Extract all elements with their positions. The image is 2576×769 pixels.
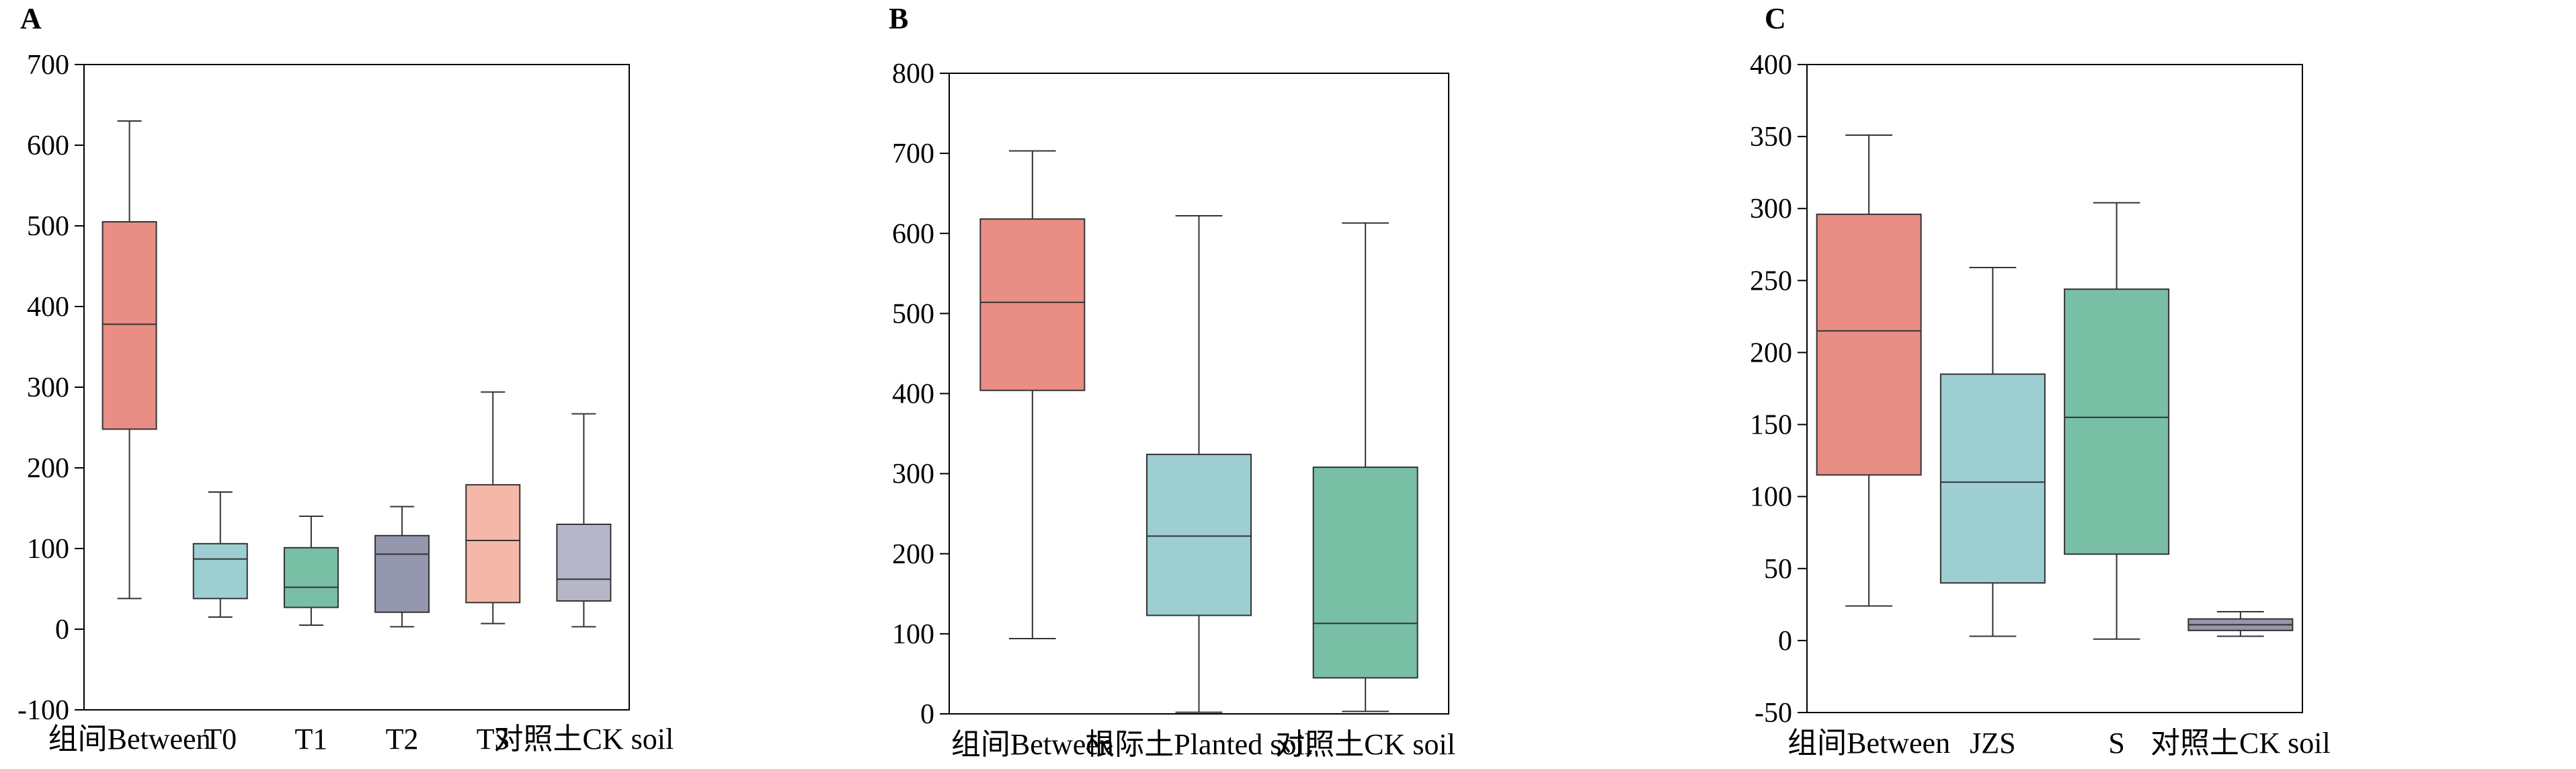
x-category-label: 组间Between	[48, 723, 211, 756]
panel-letter: B	[889, 2, 908, 35]
y-tick-label: 0	[1778, 626, 1792, 657]
x-category-label: JZS	[1970, 727, 2015, 760]
x-category-label: 对照土CK soil	[494, 723, 674, 756]
box-2	[192, 491, 248, 618]
y-tick-label: 0	[55, 614, 69, 645]
panel-b: B 0 100 200 300 400 500 600 700 800 组间Between根际土Pl…	[889, 2, 1455, 761]
y-tick-label: -50	[1755, 698, 1792, 729]
y-tick-label: 200	[27, 453, 69, 484]
box-1	[102, 120, 157, 600]
y-tick-label: 0	[920, 699, 934, 730]
box-6	[556, 413, 612, 628]
panel-letter: C	[1765, 2, 1786, 35]
iqr-box	[1312, 467, 1418, 679]
y-tick-label: 50	[1764, 554, 1792, 585]
y-tick-label: 200	[1750, 337, 1792, 368]
box-1	[979, 150, 1086, 640]
iqr-box	[556, 524, 612, 602]
plot-frame	[1806, 64, 2303, 713]
box-2	[1146, 215, 1252, 713]
box-1	[1816, 134, 1922, 607]
x-category-label: 对照土CK soil	[2150, 727, 2331, 760]
y-tick-label: 700	[892, 138, 934, 169]
box-3	[2064, 202, 2170, 640]
y-tick-label: 500	[27, 211, 69, 242]
x-category-label: 对照土CK soil	[1275, 728, 1455, 761]
iqr-box	[283, 547, 339, 608]
y-tick-label: 250	[1750, 266, 1792, 296]
y-tick-label: 200	[892, 539, 934, 570]
iqr-box	[102, 221, 157, 430]
box-4	[374, 505, 430, 628]
y-tick-label: 600	[27, 130, 69, 161]
y-tick-label: 300	[27, 372, 69, 403]
iqr-box	[192, 542, 248, 600]
y-tick-label: -100	[17, 695, 69, 726]
x-category-label: T0	[204, 723, 237, 756]
box-2	[1939, 267, 2046, 637]
y-tick-label: 400	[1750, 50, 1792, 81]
panel-c: C -50 0 50 100 150 200 250 300 350 400 组间Between JZS…	[1750, 2, 2331, 760]
box-4	[2187, 611, 2294, 637]
y-tick-label: 150	[1750, 410, 1792, 441]
x-category-label: 根际土Planted soil	[1085, 728, 1313, 761]
x-category-label: S	[2108, 727, 2124, 760]
panel-letter: A	[20, 2, 42, 35]
iqr-box	[374, 534, 430, 613]
x-category-label: 组间Between	[951, 728, 1114, 761]
x-category-label: T2	[386, 723, 419, 756]
box-3	[1312, 222, 1418, 713]
y-tick-label: 400	[892, 379, 934, 410]
y-tick-label: 350	[1750, 122, 1792, 153]
iqr-box	[2064, 288, 2170, 555]
box-5	[465, 391, 521, 624]
iqr-box	[1939, 373, 2046, 584]
x-category-label: T1	[294, 723, 327, 756]
y-tick-label: 400	[27, 292, 69, 323]
y-tick-label: 800	[892, 58, 934, 89]
plot-frame	[949, 73, 1449, 715]
y-tick-label: 500	[892, 298, 934, 329]
box-3	[283, 516, 339, 626]
iqr-box	[1816, 213, 1922, 476]
y-tick-label: 100	[892, 619, 934, 650]
y-tick-label: 100	[27, 534, 69, 565]
y-tick-label: 100	[1750, 482, 1792, 513]
y-tick-label: 300	[1750, 194, 1792, 225]
y-tick-label: 300	[892, 459, 934, 490]
plot-frame	[83, 64, 630, 711]
iqr-box	[979, 218, 1086, 391]
x-category-label: 组间Between	[1787, 727, 1950, 760]
iqr-box	[1146, 454, 1252, 616]
y-tick-label: 600	[892, 218, 934, 249]
iqr-box	[465, 484, 521, 604]
x-category-label: T3	[477, 723, 510, 756]
y-tick-label: 700	[27, 50, 69, 81]
